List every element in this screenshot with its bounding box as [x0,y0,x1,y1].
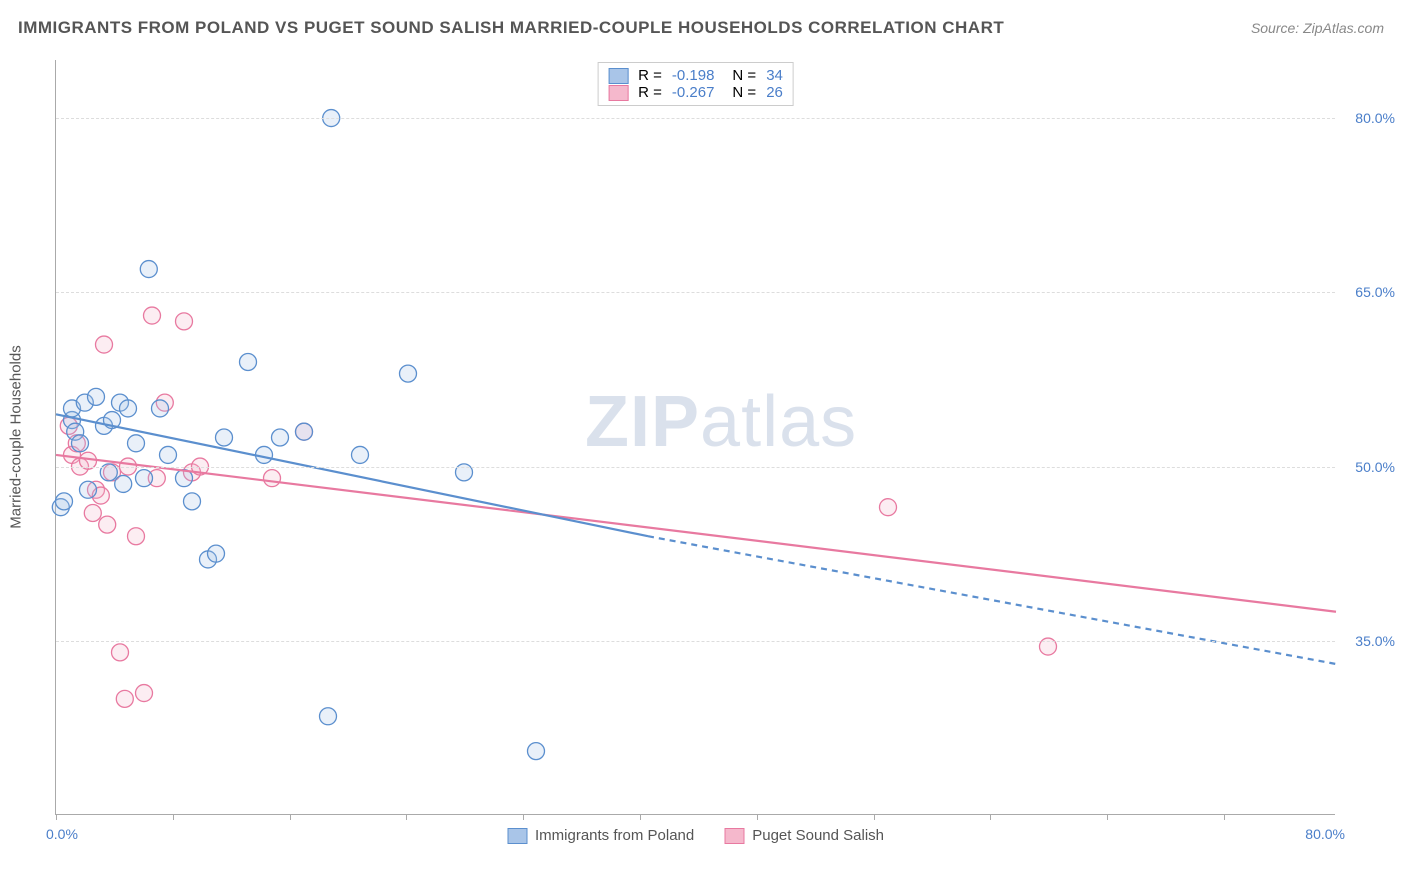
data-point [272,429,289,446]
data-point [296,423,313,440]
data-point [112,644,129,661]
data-point [140,261,157,278]
data-point [120,400,137,417]
y-tick-label: 80.0% [1355,110,1395,126]
data-point [128,435,145,452]
data-point [56,493,73,510]
data-point [160,446,177,463]
data-point [136,470,153,487]
data-point [96,336,113,353]
data-point [880,499,897,516]
y-axis-label: Married-couple Households [8,345,25,528]
data-point [528,743,545,760]
source-label: Source: ZipAtlas.com [1251,20,1384,36]
data-point [99,516,116,533]
data-point [240,354,257,371]
chart-container: IMMIGRANTS FROM POLAND VS PUGET SOUND SA… [0,0,1406,892]
data-point [136,685,153,702]
x-tick-min: 0.0% [46,826,78,842]
data-point [88,388,105,405]
data-point [184,493,201,510]
data-point [84,505,101,522]
chart-title: IMMIGRANTS FROM POLAND VS PUGET SOUND SA… [18,18,1004,38]
data-point [208,545,225,562]
data-point [264,470,281,487]
data-point [128,528,145,545]
data-point [400,365,417,382]
data-point [152,400,169,417]
data-point [216,429,233,446]
plot-svg [56,60,1335,814]
legend-label-1: Immigrants from Poland [535,827,694,844]
data-point [320,708,337,725]
y-tick-label: 50.0% [1355,459,1395,475]
plot-area: Married-couple Households ZIPatlas R = -… [55,60,1335,815]
regression-line [56,455,1336,612]
data-point [116,690,133,707]
data-point [144,307,161,324]
legend-item-2: Puget Sound Salish [724,827,884,844]
data-point [115,475,132,492]
data-point [176,313,193,330]
swatch-series1-icon [507,828,527,844]
legend-item-1: Immigrants from Poland [507,827,694,844]
x-tick-max: 80.0% [1305,826,1345,842]
data-point [72,435,89,452]
swatch-series2-icon [724,828,744,844]
y-tick-label: 35.0% [1355,633,1395,649]
data-point [80,481,97,498]
legend-label-2: Puget Sound Salish [752,827,884,844]
data-point [352,446,369,463]
y-tick-label: 65.0% [1355,284,1395,300]
series-legend: Immigrants from Poland Puget Sound Salis… [507,827,884,844]
